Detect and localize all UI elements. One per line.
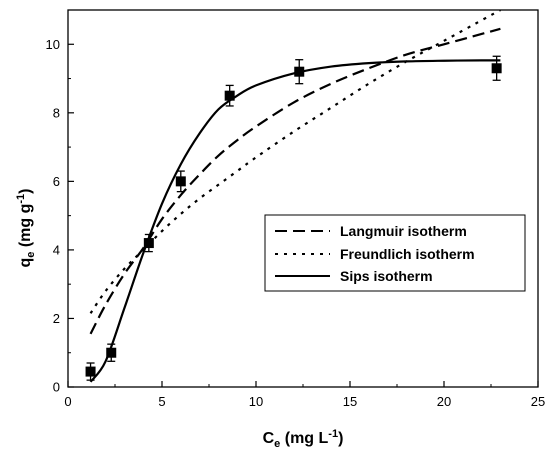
data-point [106, 347, 117, 358]
y-tick-label: 4 [53, 242, 60, 257]
y-tick-label: 2 [53, 311, 60, 326]
legend-box [264, 214, 526, 292]
ticks-layer: 0 5 10 15 20 25 0 2 4 6 8 10 [46, 37, 546, 409]
data-point [491, 63, 502, 74]
plot-frame [67, 9, 539, 388]
data-point [294, 66, 305, 77]
curves-layer [89, 10, 501, 383]
x-tick-label: 10 [249, 394, 263, 409]
data-point [143, 238, 154, 249]
y-tick-label: 10 [46, 37, 60, 52]
data-point [175, 176, 186, 187]
y-tick-label: 6 [53, 174, 60, 189]
data-point [85, 366, 96, 377]
y-axis-label: qe (mg g-1) [15, 188, 37, 267]
y-tick-label: 0 [53, 380, 60, 395]
y-tick-label: 8 [53, 105, 60, 120]
series-line-freundlich [89, 10, 501, 314]
x-axis-label: Ce (mg L-1) [263, 428, 344, 450]
x-tick-label: 5 [158, 394, 165, 409]
points-layer [85, 55, 502, 381]
x-tick-label: 15 [343, 394, 357, 409]
x-tick-label: 20 [437, 394, 451, 409]
legend-label-langmuir: Langmuir isotherm [340, 223, 467, 239]
x-tick-label: 0 [64, 394, 71, 409]
series-line-sips [89, 59, 501, 383]
legend: Langmuir isotherm Freundlich isotherm Si… [264, 214, 526, 292]
legend-label-freundlich: Freundlich isotherm [340, 246, 475, 262]
x-tick-label: 25 [531, 394, 545, 409]
legend-label-sips: Sips isotherm [340, 268, 433, 284]
data-point [224, 90, 235, 101]
